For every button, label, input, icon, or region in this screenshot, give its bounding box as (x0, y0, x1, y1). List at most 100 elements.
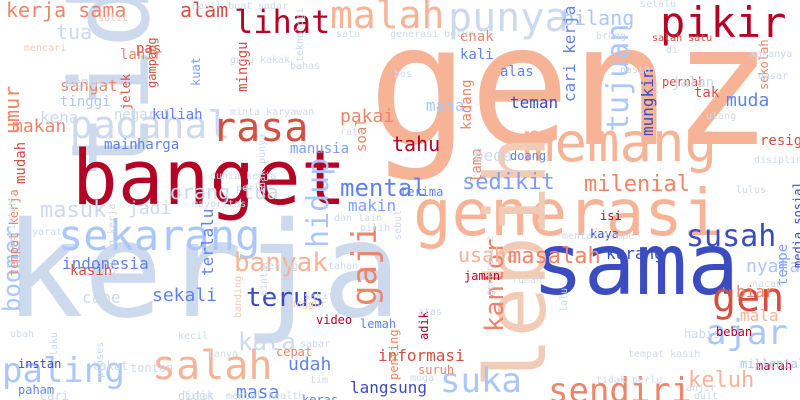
word-gampang: gampang (145, 37, 159, 88)
word-sendiri: sendiri (548, 371, 692, 400)
word-brong: brong (596, 31, 627, 42)
word-susah: susah (686, 219, 777, 254)
word-lowong-kerja: lowong kerja (107, 203, 118, 276)
word-keluh: keluh (688, 368, 755, 393)
word-tua: tua (56, 20, 93, 44)
word-hidup: hidup (301, 157, 336, 248)
word-penting: penting (387, 329, 401, 380)
word-ubah: ubah (10, 329, 35, 340)
word-benar: benar (64, 75, 107, 91)
word-cape: cape (82, 288, 121, 307)
word-generasi: generasi (413, 177, 722, 251)
word-tak: tak (694, 85, 720, 101)
word-tonton: tonton (130, 361, 174, 375)
word-jelek: jelek (119, 73, 133, 110)
word-teman: teman (510, 93, 559, 112)
word-kuat: kuat (189, 57, 203, 86)
word-informasi: informasi (378, 346, 465, 365)
word-pas: pas (136, 41, 162, 57)
word-nacan: nacan (752, 279, 783, 290)
word-suka: suka (440, 361, 522, 400)
word-memang: memang (522, 111, 718, 174)
word-makan: makan (12, 116, 67, 137)
word-di: di (666, 45, 679, 56)
word-main: main (104, 137, 138, 153)
word-suruh: suruh (418, 363, 455, 377)
word-makanya: makanya (750, 49, 793, 60)
word-generasi-z: generasi z (485, 235, 496, 296)
word-ajar: ajar (706, 313, 788, 353)
word-tidak-perlu: tidak perlu (596, 375, 663, 386)
word-rasa: rasa (212, 105, 309, 151)
word-tim: tim (310, 375, 329, 386)
word-orang-tua: orang tua (170, 180, 279, 204)
word-dan-lain: dan lain (334, 213, 383, 224)
word-alam: alam (180, 0, 229, 22)
word-minggu: minggu (235, 41, 251, 92)
word-sedikit: sedikit (462, 170, 555, 195)
word-paling: paling (2, 351, 125, 391)
word-banyak: banyak (234, 248, 328, 278)
word-hasil-buat: hasil buat (192, 1, 253, 12)
word-kuliah: kuliah (152, 107, 203, 123)
word-sama: sama (532, 215, 740, 315)
word-langsung: langsung (350, 378, 428, 397)
word-mayoritas: mayoritas (192, 199, 247, 210)
word-negara: negara (114, 107, 165, 123)
word-masuk: masuk (40, 198, 107, 223)
word-video: video (316, 313, 353, 327)
word-jadi: jadi (128, 198, 172, 219)
word-dunia-kerja: dunia kerja (210, 171, 277, 182)
word-kakak: kakak (260, 55, 291, 66)
word-lemah: lemah (360, 317, 397, 331)
word-teknologi: teknologi (295, 7, 306, 62)
word-cari-kerja: cari kerja (560, 5, 579, 102)
word-laku: laku (49, 331, 60, 356)
word-mental-health: mental health (226, 391, 305, 400)
word-keras: keras (302, 393, 339, 400)
word-dasar: dasar (758, 71, 789, 82)
word-pakai: pakai (340, 106, 395, 127)
word-cari: cari (40, 389, 69, 400)
word-resign: resign (760, 133, 800, 149)
word-masalah: masalah (508, 244, 601, 269)
word-didik: didik (178, 389, 215, 400)
word-beban: beban (716, 325, 753, 339)
word-milenial: milenial (584, 172, 690, 197)
word-bahas: bahas (290, 61, 321, 72)
word-moga: moga (410, 373, 435, 384)
word-anjir: anjir (686, 383, 717, 394)
word-sekarang: sekarang (58, 211, 261, 260)
word-udah: udah (288, 354, 332, 375)
word-generasi-belum: generasi belum (390, 29, 475, 40)
word-harga: harga (137, 137, 180, 153)
word-sabar: sabar (300, 339, 331, 350)
word-genz: genz (368, 0, 773, 184)
word-nyata: nyata (746, 256, 800, 277)
word-sangat: sangat (60, 76, 118, 95)
word-bos: bos (394, 69, 413, 80)
word-sulit: sulit (98, 13, 129, 24)
word-proses: proses (95, 341, 106, 378)
word-doang: doang (510, 149, 547, 163)
word-syarat: syarat (26, 227, 63, 238)
word-tahan: tahan (328, 261, 359, 272)
word-terus: terus (246, 283, 325, 313)
word-malah: malah (330, 0, 445, 37)
word-media-sosial: media sosial (791, 181, 800, 268)
word-kaya: kaya (590, 227, 619, 241)
word-disiplin: disiplin (754, 155, 800, 166)
word-sering: sering (262, 261, 299, 272)
word-enak: enak (460, 29, 494, 45)
word-millenial: millenial (740, 357, 800, 371)
word-kerja: kerja (4, 194, 402, 348)
word-sebut: sebut (393, 209, 404, 240)
word-beda: beda (474, 146, 513, 165)
word-lihat: lihat (184, 391, 215, 400)
word-lulus: lulus (736, 185, 767, 196)
word-atas: atas (418, 307, 443, 318)
word-salah: salah (152, 343, 273, 389)
word-lahir: lahir (120, 47, 163, 63)
word-nasib: nasib (620, 65, 651, 76)
